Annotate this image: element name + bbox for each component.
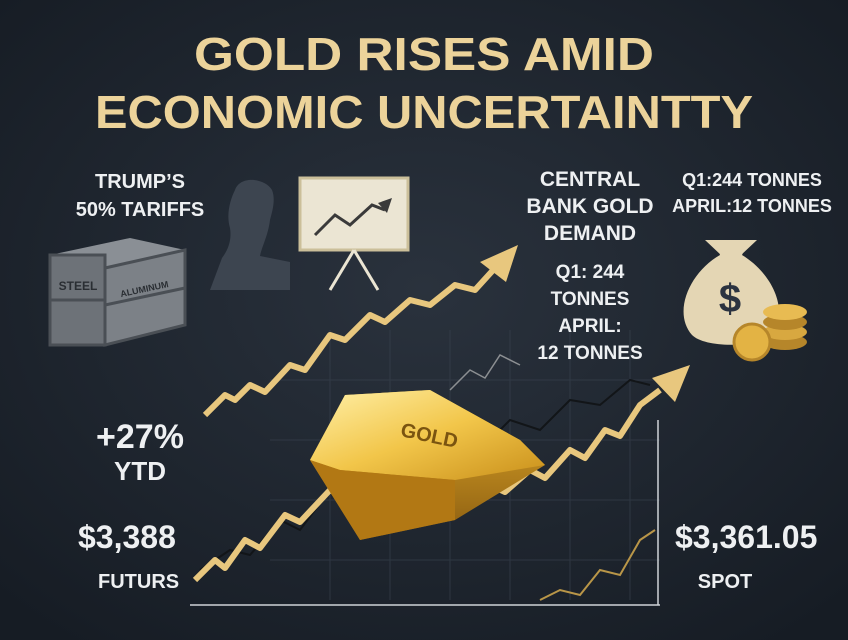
central-bank-heading: CENTRAL [540, 168, 640, 191]
demand-stat: APRIL:12 TONNES [672, 196, 832, 216]
futures-label: FUTURS [98, 571, 179, 593]
ytd-change: +27% [96, 418, 184, 456]
tariff-text: TRUMP’S [95, 171, 185, 193]
central-bank-stat: APRIL: [558, 316, 621, 337]
gold-bar: GOLD [310, 390, 545, 540]
easel [298, 176, 410, 291]
crate: STEEL ALUMINUM [48, 238, 187, 347]
demand-stat: Q1:244 TONNES [682, 170, 822, 190]
silhouette [210, 179, 290, 290]
futures-price: $3,388 [78, 519, 176, 555]
title-line: ECONOMIC UNCERTAINTTY [95, 86, 753, 138]
arrow-head [480, 245, 518, 282]
tariff-text: 50% TARIFFS [76, 199, 205, 221]
central-bank-stat: TONNES [551, 289, 630, 310]
spot-price: $3,361.05 [675, 519, 817, 555]
crate-label: STEEL [59, 279, 98, 293]
price-line [449, 354, 521, 391]
money-bag: $ [683, 240, 807, 362]
spot-label: SPOT [698, 571, 752, 593]
central-bank-stat: 12 TONNES [537, 343, 642, 364]
money-bag-label: $ [719, 277, 741, 321]
central-bank-heading: DEMAND [544, 222, 636, 245]
ytd-label: YTD [114, 456, 166, 486]
title-line: GOLD RISES AMID [194, 28, 654, 80]
arrow-head [652, 365, 690, 402]
central-bank-stat: Q1: 244 [556, 262, 625, 283]
trend-arrow [202, 265, 498, 418]
price-line [539, 529, 656, 601]
central-bank-heading: BANK GOLD [526, 195, 653, 218]
